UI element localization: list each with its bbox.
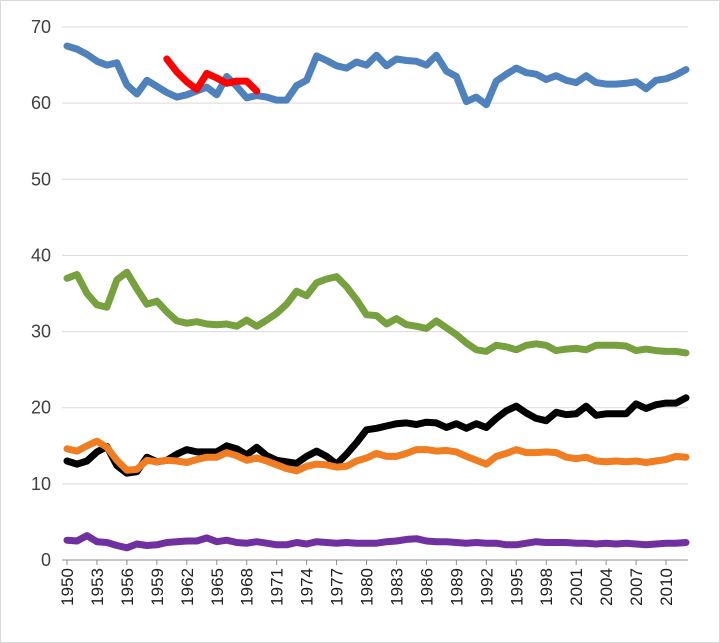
x-tick-label: 2004 [597, 568, 616, 606]
y-tick-label: 20 [31, 398, 51, 418]
x-tick-label: 1962 [178, 568, 197, 606]
x-tick-label: 1959 [148, 568, 167, 606]
x-tick-label: 1953 [88, 568, 107, 606]
x-tick-label: 1995 [507, 568, 526, 606]
x-tick-label: 1971 [268, 568, 287, 606]
y-tick-label: 50 [31, 169, 51, 189]
y-tick-label: 10 [31, 474, 51, 494]
x-tick-label: 1950 [58, 568, 77, 606]
x-tick-label: 1968 [238, 568, 257, 606]
series-line-6 [63, 532, 690, 552]
y-tick-label: 60 [31, 93, 51, 113]
y-tick-label: 40 [31, 245, 51, 265]
y-axis-tick-labels: 0 10 20 30 40 50 60 70 [31, 17, 51, 570]
series-line-1 [63, 42, 690, 109]
axes [62, 559, 688, 565]
x-tick-label: 1965 [208, 568, 227, 606]
series-line-2 [163, 55, 261, 95]
x-tick-label: 1956 [118, 568, 137, 606]
y-tick-label: 0 [41, 550, 51, 570]
x-tick-label: 1986 [417, 568, 436, 606]
x-tick-label: 1992 [477, 568, 496, 606]
x-tick-label: 1977 [328, 568, 347, 606]
y-tick-label: 30 [31, 322, 51, 342]
series-lines [63, 42, 690, 552]
x-tick-label: 2007 [627, 568, 646, 606]
x-tick-label: 1983 [387, 568, 406, 606]
x-tick-label: 2010 [657, 568, 676, 606]
x-tick-label: 1980 [358, 568, 377, 606]
x-tick-label: 1974 [298, 568, 317, 606]
x-tick-label: 1998 [537, 568, 556, 606]
y-tick-label: 70 [31, 17, 51, 37]
series-line-5 [63, 437, 690, 475]
series-line-3 [63, 268, 690, 357]
x-axis-tick-labels: 1950 1953 1956 1959 1962 1965 1968 1971 1974 1977… [58, 568, 676, 606]
x-tick-label: 2001 [567, 568, 586, 606]
x-tick-label: 1989 [447, 568, 466, 606]
